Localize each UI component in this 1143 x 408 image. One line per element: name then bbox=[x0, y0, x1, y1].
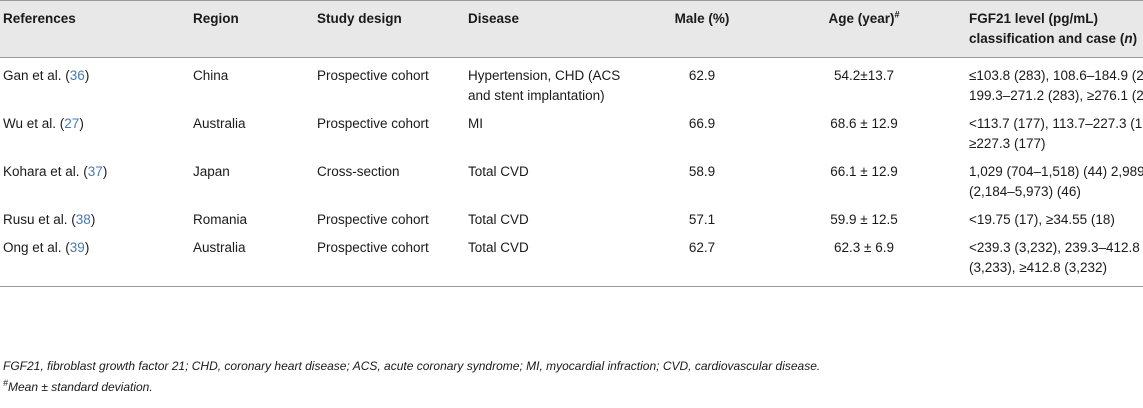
table-row: Kohara et al. (37) Japan Cross-section T… bbox=[0, 154, 1143, 202]
study-characteristics-table: References Region Study design Disease M… bbox=[0, 0, 1143, 287]
cell-design: Prospective cohort bbox=[317, 68, 429, 83]
cell-disease: Total CVD bbox=[468, 164, 529, 179]
cell-region: Australia bbox=[193, 116, 246, 131]
citation-link[interactable]: 39 bbox=[69, 240, 85, 255]
cell-design: Prospective cohort bbox=[317, 116, 429, 131]
cell-reference: Ong et al. (39) bbox=[0, 230, 187, 287]
table-row: Gan et al. (36) China Prospective cohort… bbox=[0, 58, 1143, 107]
cell-disease: Total CVD bbox=[462, 230, 639, 287]
header-fgf21-n: n bbox=[1124, 31, 1133, 46]
footnote-mean-marker: # bbox=[3, 378, 9, 388]
cell-fgf21: <239.3 (3,232), 239.3–412.8 (3,233), ≥41… bbox=[963, 230, 1143, 287]
cell-fgf21: 1,029 (704–1,518) (44) 2,989 (2,184–5,97… bbox=[969, 164, 1143, 199]
cell-region: Australia bbox=[187, 230, 311, 287]
table-row: Wu et al. (27) Australia Prospective coh… bbox=[0, 106, 1143, 154]
cell-male: 62.7 bbox=[639, 230, 765, 287]
header-age-label: Age (year) bbox=[828, 11, 895, 26]
cell-region: Japan bbox=[193, 164, 230, 179]
cell-fgf21: <113.7 (177), 113.7–227.3 (177), ≥227.3 … bbox=[969, 116, 1143, 151]
cell-design: Prospective cohort bbox=[317, 212, 429, 227]
cell-reference: Wu et al. (27) bbox=[3, 116, 84, 131]
cell-disease: MI bbox=[468, 116, 483, 131]
cell-male: 57.1 bbox=[688, 212, 716, 227]
header-references: References bbox=[0, 0, 187, 58]
cell-age: 54.2±13.7 bbox=[834, 68, 894, 83]
cell-region: Romania bbox=[193, 212, 248, 227]
header-disease: Disease bbox=[462, 0, 639, 58]
cell-reference: Rusu et al. (38) bbox=[3, 212, 96, 227]
header-study-design: Study design bbox=[311, 0, 462, 58]
footnote-mean-text: Mean ± standard deviation. bbox=[8, 380, 153, 394]
cell-disease: Hypertension, CHD (ACS and stent implant… bbox=[468, 68, 621, 103]
cell-age: 59.9 ± 12.5 bbox=[830, 212, 898, 227]
header-fgf21-close: ) bbox=[1132, 31, 1138, 46]
cell-region: China bbox=[193, 68, 229, 83]
citation-link[interactable]: 36 bbox=[69, 68, 85, 83]
citation-link[interactable]: 27 bbox=[64, 116, 80, 131]
cell-fgf21: ≤103.8 (283), 108.6–184.9 (283), 199.3–2… bbox=[969, 68, 1143, 103]
header-fgf21-label: FGF21 level (pg/mL) classification and c… bbox=[969, 11, 1125, 46]
citation-link[interactable]: 38 bbox=[75, 212, 91, 227]
table-row: Ong et al. (39) Australia Prospective co… bbox=[0, 230, 1143, 287]
header-fgf21: FGF21 level (pg/mL) classification and c… bbox=[963, 0, 1143, 58]
cell-reference: Gan et al. (36) bbox=[3, 68, 90, 83]
cell-age: 66.1 ± 12.9 bbox=[830, 164, 898, 179]
footnote-abbreviations: FGF21, fibroblast growth factor 21; CHD,… bbox=[3, 359, 821, 373]
cell-age: 62.3 ± 6.9 bbox=[765, 230, 963, 287]
cell-male: 58.9 bbox=[688, 164, 716, 179]
cell-male: 66.9 bbox=[688, 116, 716, 131]
cell-design: Prospective cohort bbox=[311, 230, 462, 287]
cell-design: Cross-section bbox=[317, 164, 400, 179]
header-age: Age (year)# bbox=[765, 0, 963, 58]
citation-link[interactable]: 37 bbox=[87, 164, 103, 179]
header-region: Region bbox=[187, 0, 311, 58]
footnote-mean: #Mean ± standard deviation. bbox=[3, 379, 153, 395]
header-male: Male (%) bbox=[639, 0, 765, 58]
table-row: Rusu et al. (38) Romania Prospective coh… bbox=[0, 202, 1143, 230]
cell-disease: Total CVD bbox=[468, 212, 529, 227]
cell-fgf21: <19.75 (17), ≥34.55 (18) bbox=[969, 212, 1115, 227]
header-row: References Region Study design Disease M… bbox=[0, 0, 1143, 58]
header-age-marker: # bbox=[894, 9, 900, 20]
cell-age: 68.6 ± 12.9 bbox=[830, 116, 898, 131]
cell-reference: Kohara et al. (37) bbox=[3, 164, 108, 179]
cell-male: 62.9 bbox=[688, 68, 716, 83]
